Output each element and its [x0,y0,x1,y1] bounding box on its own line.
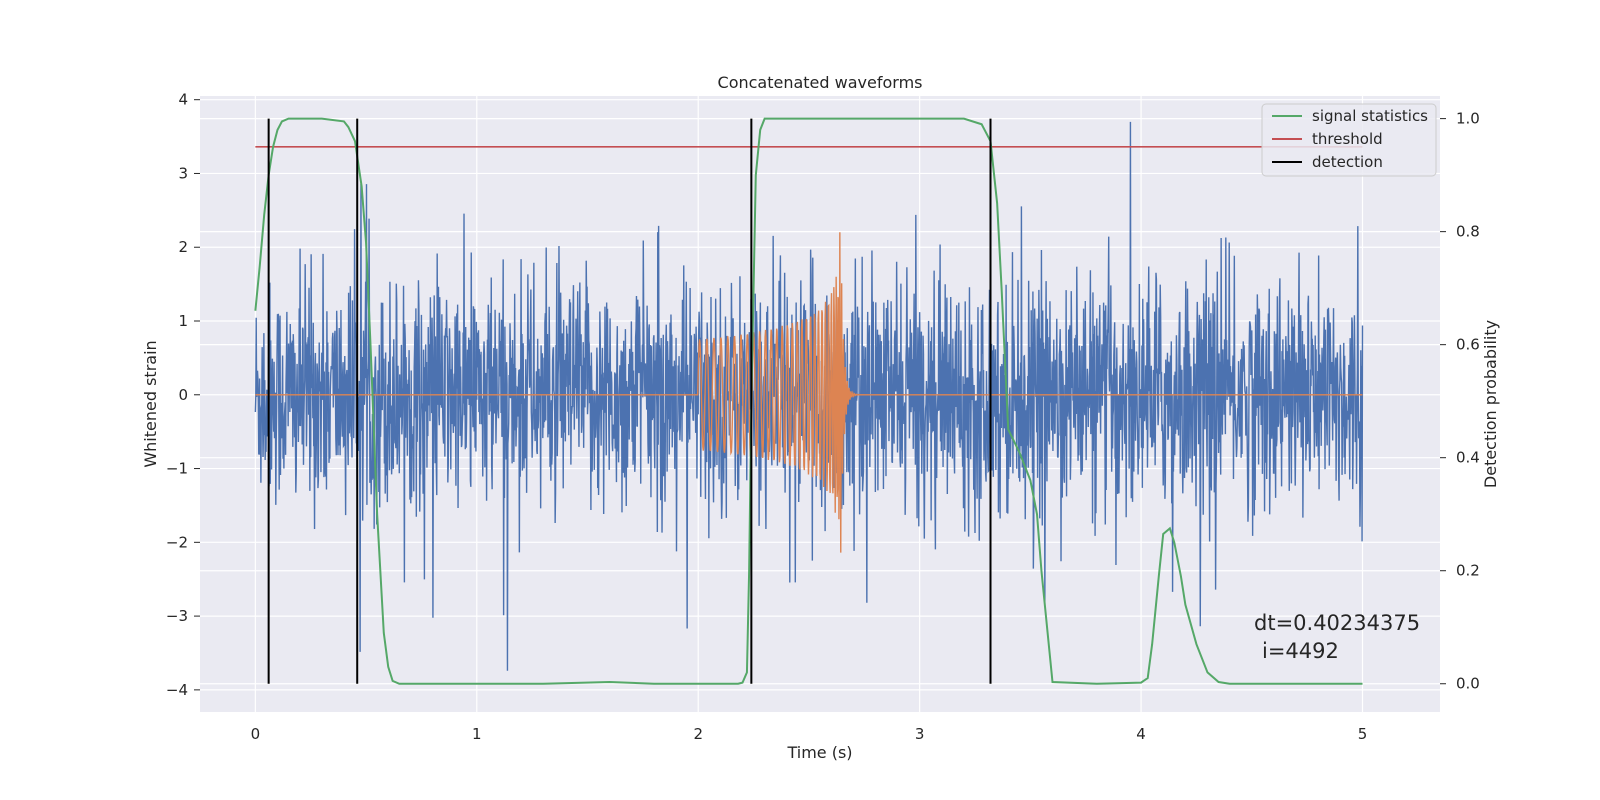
series-signal-statistics-line [254,117,1363,685]
y2-axis-label: Detection probability [1481,320,1500,488]
ticks-layer: 0 1 2 3 4 5 −4 −3 −2 −1 0 1 2 3 4 0.0 0.2 0.4 0.6 0.8 1.0 [166,91,1480,743]
series-layer [254,117,1364,685]
legend-box [1261,103,1437,177]
x-tick-label: 4 [1136,725,1146,743]
y-tick-label: −4 [166,681,188,699]
y-tick-label: 2 [178,238,188,256]
x-tick-label: 1 [472,725,482,743]
y-tick-label: 4 [178,91,188,109]
legend: signal statistics threshold detection [1261,103,1437,177]
y-tick-label: 1 [178,312,188,330]
x-axis-label: Time (s) [786,743,852,762]
y2-tick-label: 0.4 [1456,449,1480,467]
y2-tick-label: 0.0 [1456,675,1480,693]
y2-tick-label: 1.0 [1456,110,1480,128]
x-tick-label: 0 [251,725,261,743]
annotation-i: i=4492 [1262,639,1339,663]
annotation-dt: dt=0.40234375 [1254,611,1420,635]
y-tick-label: −3 [166,607,188,625]
legend-signal-statistics-label: signal statistics [1312,107,1428,125]
y2-tick-label: 0.2 [1456,562,1480,580]
x-tick-label: 2 [693,725,703,743]
series-whitened-strain-line [254,121,1364,671]
y-axis-label: Whitened strain [141,340,160,467]
y-tick-label: 0 [178,386,188,404]
y-tick-label: 3 [178,164,188,182]
x-tick-label: 3 [915,725,925,743]
y-tick-label: −1 [166,460,188,478]
y2-tick-label: 0.6 [1456,336,1480,354]
legend-threshold-label: threshold [1312,130,1383,148]
y-tick-label: −2 [166,533,188,551]
series-waveform-line [255,232,1363,553]
x-tick-label: 5 [1358,725,1368,743]
y2-tick-label: 0.8 [1456,223,1480,241]
legend-detection-label: detection [1312,153,1383,171]
chart-title: Concatenated waveforms [718,73,923,92]
